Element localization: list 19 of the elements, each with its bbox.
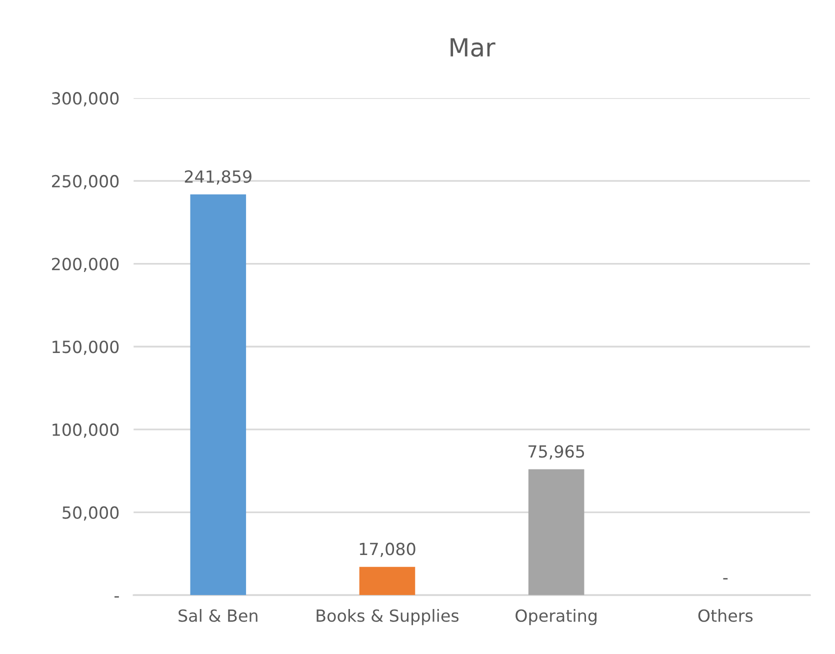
bar [190,194,246,596]
y-tick-label: - [114,596,119,598]
chart-title: Mar [450,38,496,57]
y-tick-label: 50,000 [62,506,119,521]
y-tick-label: 300,000 [52,92,119,106]
y-tick-label: 150,000 [52,340,119,355]
y-tick-label: 100,000 [52,423,119,438]
x-tick-label: Books & Supplies [316,609,459,626]
data-label: 17,080 [360,542,416,557]
data-label: 241,859 [184,170,252,185]
bar [528,469,584,596]
x-tick-label: Sal & Ben [178,609,258,622]
y-tick-label: 200,000 [52,258,119,272]
x-tick-label: Operating [516,609,596,626]
y-tick-label: 250,000 [52,174,119,190]
bar [359,566,416,596]
x-tick-label: Others [698,609,753,622]
data-label: - [723,578,728,580]
data-label: 75,965 [528,445,584,460]
